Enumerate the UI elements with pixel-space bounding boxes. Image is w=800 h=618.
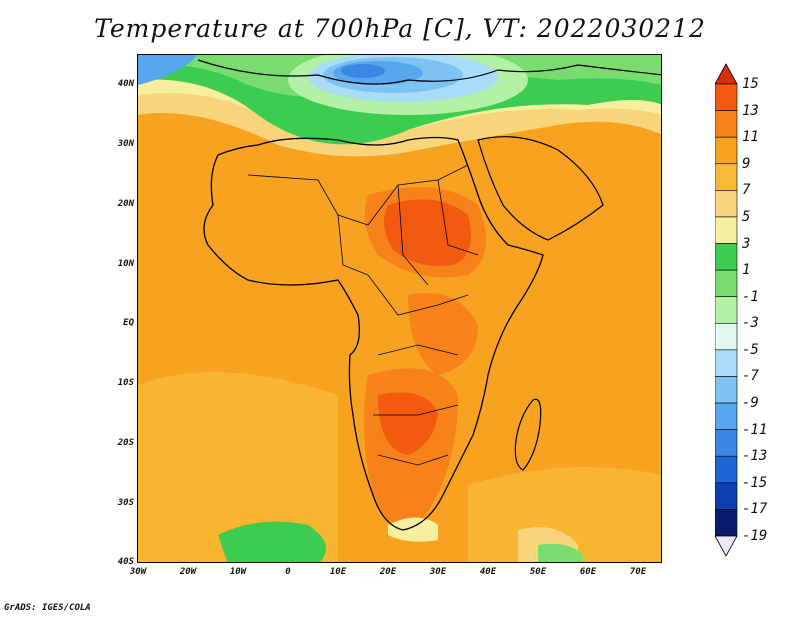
europe-coastline [197,59,661,85]
colorbar-label: 5 [742,208,751,225]
temperature-map [137,54,662,563]
lon-label-50e: 50E [529,567,547,577]
colorbar-segment [715,482,738,510]
colorbar-label: -15 [742,474,768,491]
field-cold-corner [138,55,198,85]
lon-label-60e: 60E [579,567,597,577]
lon-label-20e: 20E [379,567,397,577]
field-pale-south [388,517,438,542]
colorbar-segment [715,243,738,271]
field-band-southwest [138,372,338,562]
colorbar-segment [715,163,738,191]
lon-label-20w: 20W [179,567,197,577]
colorbar-segment [715,269,738,298]
colorbar-segment [715,110,738,138]
lon-label-30w: 30W [129,567,147,577]
colorbar-label: 1 [742,262,751,279]
colorbar-segment [715,376,738,404]
lat-label-30s: 30S [117,498,134,508]
colorbar-segment [715,296,738,324]
lat-label-20s: 20S [117,438,134,448]
lat-label-20n: 20N [117,199,134,209]
lat-label-40s: 40S [117,557,134,567]
colorbar-segment [715,429,738,457]
africa-coastline [203,136,544,531]
lat-label-40n: 40N [117,79,134,89]
colorbar-label: -3 [742,315,759,332]
colorbar-segment [715,402,738,430]
colorbar-label: -5 [742,341,759,358]
colorbar-segment [715,509,738,537]
colorbar-segment [715,322,738,351]
colorbar-label: -1 [742,288,759,305]
field-band-southeast [468,467,661,562]
field-warm-south-core [378,392,438,455]
lon-label-0: 0 [285,567,291,577]
arabia-outline [477,136,604,241]
field-cold-core [341,64,385,78]
colorbar-segment [715,83,738,111]
colorbar-segment [715,349,738,377]
colorbar-label: 13 [742,102,759,119]
colorbar-segment [715,190,738,218]
colorbar-segment [715,136,738,165]
lon-label-10e: 10E [329,567,347,577]
colorbar [715,63,738,557]
colorbar-label: -9 [742,395,759,412]
colorbar-label: 9 [742,155,751,172]
colorbar-bottom-arrow [715,535,738,557]
colorbar-label: -7 [742,368,759,385]
colorbar-label: -11 [742,421,768,438]
colorbar-label: -13 [742,448,768,465]
colorbar-label: 7 [742,182,751,199]
field-green-south-1 [218,521,326,562]
lon-label-70e: 70E [629,567,647,577]
colorbar-segment [715,455,738,484]
footer-credit: GrADS: IGES/COLA [4,603,91,613]
colorbar-label: 15 [742,76,759,92]
field-warm-central [408,293,478,375]
colorbar-top-arrow [715,63,738,85]
lat-label-10n: 10N [117,259,134,269]
lat-label-10s: 10S [117,378,134,388]
figure-title: Temperature at 700hPa [C], VT: 202203021… [94,14,706,43]
lat-label-30n: 30N [117,139,134,149]
madagascar-outline [514,398,542,471]
colorbar-label: -19 [742,528,768,544]
field-warm-sahel-core [384,199,471,266]
colorbar-segment [715,216,738,244]
lon-label-30e: 30E [429,567,447,577]
colorbar-label: -17 [742,501,768,518]
colorbar-label: 11 [742,129,759,146]
colorbar-label: 3 [742,235,751,252]
lon-label-10w: 10W [229,567,247,577]
field-lightgreen-south [538,543,583,562]
lon-label-40e: 40E [479,567,497,577]
lat-label-eq: EQ [123,318,134,328]
country-borders [247,164,479,466]
